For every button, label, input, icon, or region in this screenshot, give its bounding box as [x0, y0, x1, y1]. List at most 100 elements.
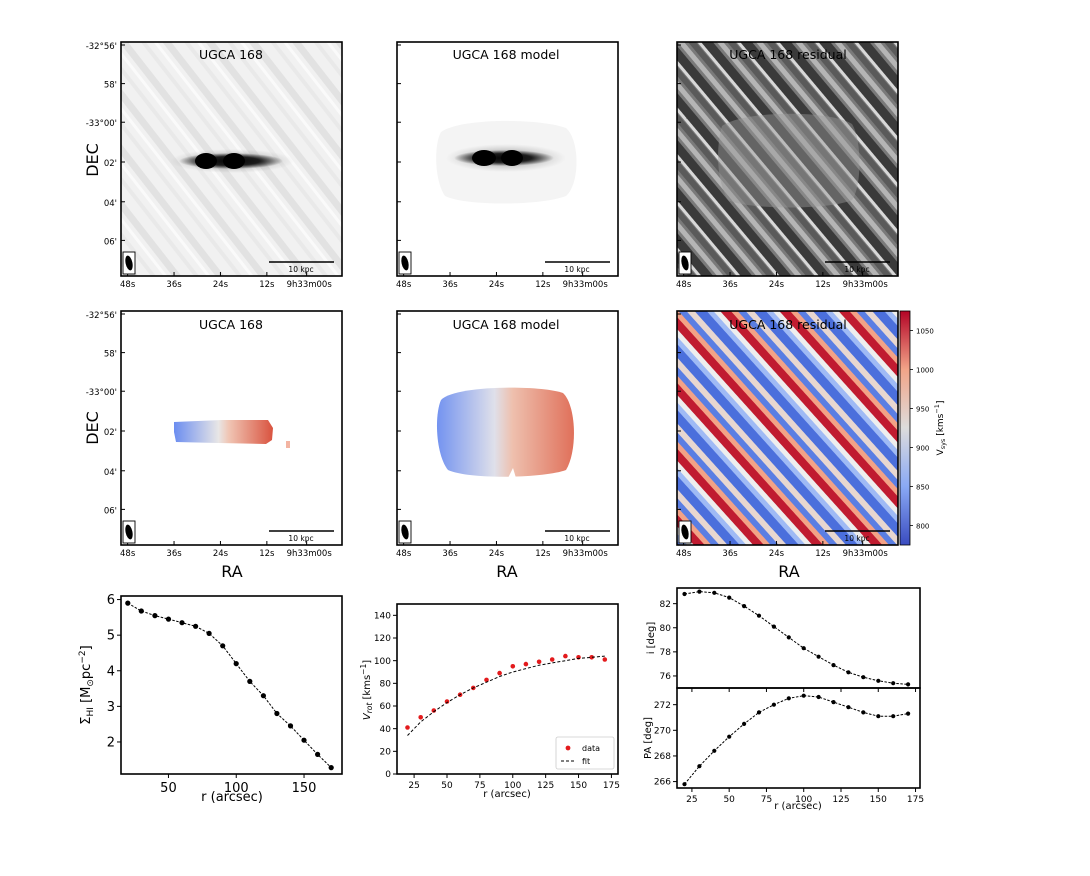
ra-tick-label: 36s	[442, 280, 458, 290]
data-point	[891, 681, 896, 686]
y-axis-label: ΣHI [M⊙pc−2]	[78, 645, 96, 724]
dec-axis-label-row1: DEC	[83, 143, 102, 177]
data-point	[563, 653, 568, 659]
y-tick-label: 80	[660, 624, 672, 634]
ra-axis-label: RA	[496, 562, 517, 581]
y-tick-label: 5	[107, 629, 115, 644]
data-point	[315, 751, 321, 758]
y-tick-label: 3	[107, 700, 115, 715]
y-tick-label: 80	[380, 679, 392, 689]
y-tick-label: 78	[660, 648, 672, 658]
data-point	[152, 613, 158, 619]
beam-ellipse	[681, 524, 689, 540]
data-point	[816, 654, 821, 659]
ra-tick-label: 48s	[676, 280, 692, 290]
data-point	[771, 702, 777, 707]
data-point	[786, 696, 791, 701]
inclination-plot: 76 78 80 82 i [deg]	[646, 587, 921, 692]
data-point	[742, 604, 747, 609]
x-tick-label: 150	[870, 795, 887, 805]
data-point	[876, 714, 881, 719]
map-title: UGCA 168	[199, 47, 263, 62]
data-point	[589, 655, 594, 660]
dec-tick-label: 04'	[104, 468, 117, 478]
y-tick-label: 120	[374, 634, 391, 644]
y-tick-label: 270	[654, 726, 671, 736]
data-point	[179, 620, 185, 626]
data-point	[831, 663, 836, 668]
ra-tick-label: 48s	[396, 280, 412, 290]
x-tick-label: 125	[832, 795, 849, 805]
data-point	[756, 613, 762, 618]
colorbar-tick-label: 1000	[916, 367, 934, 375]
ra-axis-label: RA	[778, 562, 799, 581]
map-title: UGCA 168 residual	[729, 317, 846, 332]
ra-tick-label: 36s	[166, 549, 182, 559]
data-point	[861, 710, 866, 715]
colorbar-tick-label: 900	[916, 445, 929, 453]
data-point	[125, 600, 131, 606]
data-point	[697, 764, 702, 769]
data-point	[831, 700, 836, 705]
legend-data-label: data	[582, 744, 600, 753]
surface-density-plot: 2 3 4 5 6 50 100 150 ΣHI [M⊙pc−2] r (arcsec)	[78, 593, 343, 805]
x-tick-label: 150	[292, 781, 317, 796]
data-point	[287, 723, 294, 729]
data-point	[786, 635, 791, 640]
ra-tick-label: 12s	[535, 549, 551, 559]
y-tick-label: 140	[374, 611, 391, 621]
dec-axis-label-row2: DEC	[83, 411, 102, 445]
data-point	[138, 608, 144, 614]
ra-tick-label: 36s	[722, 549, 738, 559]
data-point	[756, 710, 762, 715]
map-velocity-data: UGCA 168	[120, 310, 343, 546]
ra-tick-label: 12s	[815, 280, 831, 290]
dec-tick-label: 02'	[104, 159, 117, 169]
ra-tick-label: 24s	[213, 280, 229, 290]
dec-tick-label: -32°56'	[86, 42, 117, 52]
x-axis-label: r (arcsec)	[774, 801, 822, 812]
map-title: UGCA 168 model	[453, 317, 560, 332]
ra-tick-label: 48s	[396, 549, 412, 559]
data-point	[328, 765, 334, 771]
data-point	[523, 661, 529, 667]
data-point	[682, 591, 687, 597]
y-axis-label: Vrot [kms−1]	[359, 660, 374, 720]
legend-fit-label: fit	[582, 757, 590, 766]
ra-axis-label: RA	[221, 562, 242, 581]
ra-tick-label: 9h33m00s	[843, 280, 889, 290]
x-tick-label: 75	[761, 795, 772, 805]
data-point	[431, 708, 437, 713]
map-title: UGCA 168 residual	[729, 47, 846, 62]
data-point	[727, 595, 732, 600]
ra-tick-label: 24s	[213, 549, 229, 559]
y-tick-label: 0	[385, 770, 391, 780]
x-tick-label: 75	[474, 781, 485, 791]
velocity-colorbar: 1050 1000 950 900 850 800 Vsys [kms−1]	[899, 310, 947, 546]
data-point	[274, 710, 280, 717]
ra-tick-label: 48s	[676, 549, 692, 559]
data-point	[801, 693, 806, 698]
ra-tick-label: 9h33m00s	[563, 280, 609, 290]
ra-tick-label: 24s	[769, 549, 785, 559]
x-tick-label: 100	[795, 795, 812, 805]
scale-bar-label: 10 kpc	[844, 534, 869, 543]
ra-tick-label: 24s	[769, 280, 785, 290]
data-point	[260, 693, 266, 699]
colorbar-tick-label: 800	[916, 523, 929, 531]
y-tick-label: 76	[660, 672, 672, 682]
ra-tick-label: 48s	[120, 549, 136, 559]
data-point	[602, 657, 608, 662]
beam-ellipse	[681, 255, 689, 271]
y-tick-label: 2	[107, 736, 115, 751]
dec-tick-label: 06'	[104, 237, 117, 247]
data-point	[727, 734, 732, 739]
data-point	[906, 682, 911, 687]
x-tick-label: 25	[686, 795, 697, 805]
dec-tick-label: 06'	[104, 506, 117, 516]
data-point	[497, 670, 502, 676]
beam-ellipse	[125, 255, 133, 271]
map-moment0-data: UGCA 168	[120, 41, 343, 277]
y-tick-label: 82	[660, 600, 671, 610]
